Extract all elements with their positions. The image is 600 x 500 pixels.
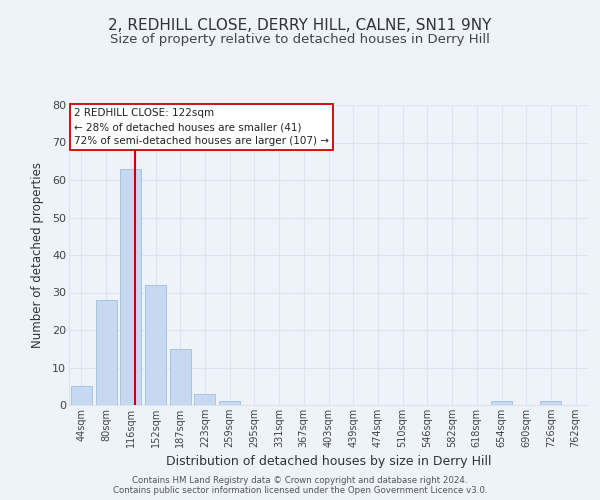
Bar [541,401,562,405]
Bar [194,394,215,405]
Bar [71,386,92,405]
Text: Size of property relative to detached houses in Derry Hill: Size of property relative to detached ho… [110,32,490,46]
Y-axis label: Number of detached properties: Number of detached properties [31,162,44,348]
Text: 2 REDHILL CLOSE: 122sqm
← 28% of detached houses are smaller (41)
72% of semi-de: 2 REDHILL CLOSE: 122sqm ← 28% of detache… [74,108,329,146]
Bar [219,401,240,405]
Text: 2, REDHILL CLOSE, DERRY HILL, CALNE, SN11 9NY: 2, REDHILL CLOSE, DERRY HILL, CALNE, SN1… [109,18,491,32]
Bar [491,401,512,405]
Bar [170,349,191,405]
X-axis label: Distribution of detached houses by size in Derry Hill: Distribution of detached houses by size … [166,456,491,468]
Bar [95,300,116,405]
Text: Contains public sector information licensed under the Open Government Licence v3: Contains public sector information licen… [113,486,487,495]
Bar [120,169,141,405]
Text: Contains HM Land Registry data © Crown copyright and database right 2024.: Contains HM Land Registry data © Crown c… [132,476,468,485]
Bar [145,285,166,405]
